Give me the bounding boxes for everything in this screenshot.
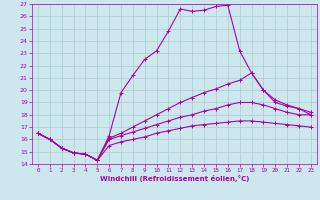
X-axis label: Windchill (Refroidissement éolien,°C): Windchill (Refroidissement éolien,°C) [100, 175, 249, 182]
